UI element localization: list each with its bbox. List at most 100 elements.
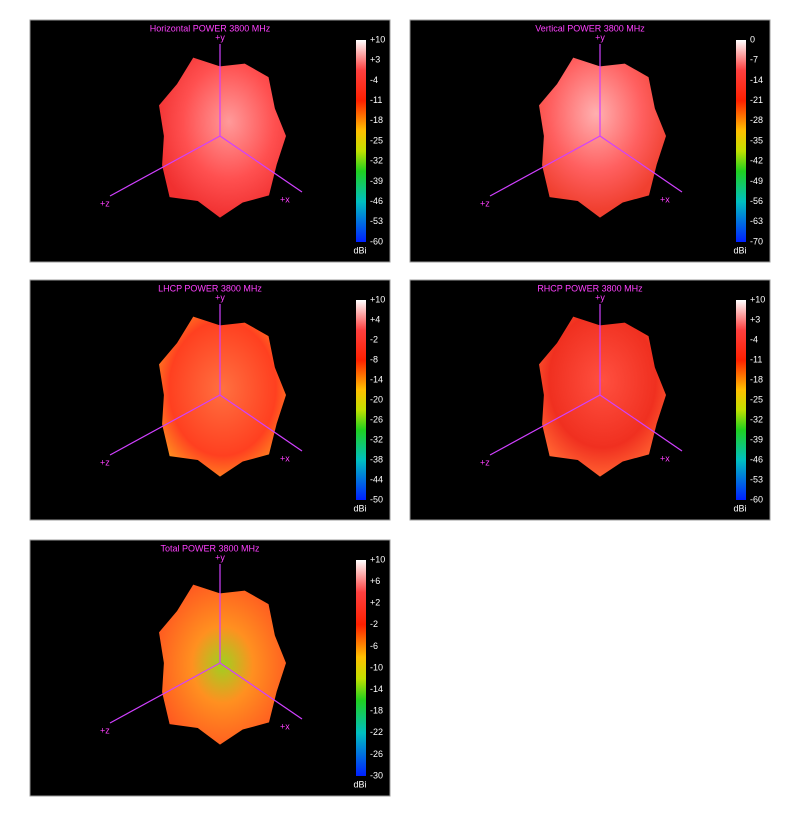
colorbar-tick-label: -14 [370, 374, 383, 384]
panel-title: LHCP POWER 3800 MHz [158, 283, 262, 293]
colorbar-tick-label: -42 [750, 156, 763, 166]
colorbar-tick-label: -60 [750, 494, 763, 504]
colorbar-tick-label: -56 [750, 196, 763, 206]
colorbar-tick-label: +10 [370, 34, 385, 44]
colorbar-tick-label: +4 [370, 314, 380, 324]
axis-z-label: +z [480, 198, 490, 208]
axis-x [219, 662, 303, 720]
colorbar-tick-label: -30 [370, 770, 383, 780]
colorbar-unit: dBi [733, 503, 746, 513]
axis-x-label: +x [660, 194, 670, 204]
colorbar-tick-label: -53 [750, 474, 763, 484]
axis-x [219, 394, 303, 452]
axis-y-label: +y [215, 292, 225, 302]
colorbar-tick-label: +10 [750, 294, 765, 304]
panel: LHCP POWER 3800 MHz+y +x +z +10 +4 -2 -8 -14 -20… [29, 279, 391, 521]
colorbar-tick-label: -49 [750, 176, 763, 186]
colorbar-tick-label: -4 [370, 75, 378, 85]
axis-y-label: +y [215, 32, 225, 42]
axis-x [599, 394, 683, 452]
axis-y-label: +y [595, 32, 605, 42]
axis-x [599, 135, 683, 193]
colorbar-tick-label: -35 [750, 135, 763, 145]
colorbar-tick-label: -50 [370, 494, 383, 504]
axis-x-label: +x [280, 453, 290, 463]
colorbar-tick-label: -38 [370, 454, 383, 464]
panel: Horizontal POWER 3800 MHz+y +x +z +10 +3 -4 -1… [29, 19, 391, 263]
axis-z-label: +z [100, 725, 110, 735]
colorbar [736, 300, 746, 500]
colorbar-tick-label: +3 [370, 55, 380, 65]
axis-z [109, 394, 221, 456]
colorbar-tick-label: -39 [370, 176, 383, 186]
colorbar-tick-label: -46 [750, 454, 763, 464]
axis-z [489, 135, 601, 197]
colorbar-tick-label: -6 [370, 641, 378, 651]
colorbar-tick-label: -32 [370, 156, 383, 166]
colorbar-tick-label: -10 [370, 662, 383, 672]
colorbar-tick-label: -32 [370, 434, 383, 444]
colorbar-tick-label: -63 [750, 216, 763, 226]
colorbar-tick-label: -2 [370, 619, 378, 629]
axis-z-label: +z [480, 457, 490, 467]
panel-title: Vertical POWER 3800 MHz [535, 23, 645, 33]
axis-x-label: +x [660, 453, 670, 463]
colorbar-tick-label: +10 [370, 294, 385, 304]
colorbar-tick-label: -46 [370, 196, 383, 206]
colorbar [356, 560, 366, 776]
colorbar-tick-label: +2 [370, 598, 380, 608]
colorbar-tick-label: -11 [370, 95, 382, 105]
colorbar [356, 300, 366, 500]
colorbar-tick-label: -11 [750, 354, 762, 364]
colorbar-tick-label: 0 [750, 34, 755, 44]
panel: Total POWER 3800 MHz+y +x +z +10 +6 +2 -2 -6 -10… [29, 539, 391, 797]
axis-y-label: +y [595, 292, 605, 302]
colorbar-tick-label: -26 [370, 414, 383, 424]
colorbar-tick-label: -26 [370, 749, 383, 759]
axis-z-label: +z [100, 198, 110, 208]
panel-title: Horizontal POWER 3800 MHz [150, 23, 271, 33]
panel-title: RHCP POWER 3800 MHz [537, 283, 643, 293]
colorbar-tick-label: -14 [370, 684, 383, 694]
colorbar [736, 40, 746, 242]
axis-z [489, 394, 601, 456]
colorbar-tick-label: -39 [750, 434, 763, 444]
colorbar-tick-label: -32 [750, 414, 763, 424]
colorbar-tick-label: +6 [370, 576, 380, 586]
panel: Vertical POWER 3800 MHz+y +x +z 0 -7 -14 -21 -2… [409, 19, 771, 263]
colorbar-tick-label: -25 [750, 394, 763, 404]
colorbar-tick-label: -44 [370, 474, 383, 484]
axis-y-label: +y [215, 552, 225, 562]
colorbar-tick-label: -7 [750, 55, 758, 65]
colorbar [356, 40, 366, 242]
colorbar-tick-label: -21 [750, 95, 763, 105]
colorbar-tick-label: -53 [370, 216, 383, 226]
colorbar-tick-label: -18 [370, 706, 383, 716]
colorbar-tick-label: -25 [370, 135, 383, 145]
axis-x [219, 135, 303, 193]
colorbar-unit: dBi [353, 503, 366, 513]
colorbar-tick-label: +3 [750, 314, 760, 324]
panel-background [409, 19, 771, 263]
colorbar-tick-label: -20 [370, 394, 383, 404]
colorbar-tick-label: -28 [750, 115, 763, 125]
colorbar-tick-label: -70 [750, 236, 763, 246]
panel: RHCP POWER 3800 MHz+y +x +z +10 +3 -4 -11 -18 -2… [409, 279, 771, 521]
colorbar-tick-label: -8 [370, 354, 378, 364]
colorbar-tick-label: -2 [370, 334, 378, 344]
axis-x-label: +x [280, 194, 290, 204]
axis-x-label: +x [280, 721, 290, 731]
colorbar-unit: dBi [733, 245, 746, 255]
colorbar-tick-label: -60 [370, 236, 383, 246]
colorbar-tick-label: -22 [370, 727, 383, 737]
colorbar-unit: dBi [353, 245, 366, 255]
axis-z [109, 662, 221, 724]
colorbar-tick-label: -18 [370, 115, 383, 125]
colorbar-tick-label: -18 [750, 374, 763, 384]
colorbar-tick-label: +10 [370, 554, 385, 564]
panel-title: Total POWER 3800 MHz [160, 543, 260, 553]
axis-z-label: +z [100, 457, 110, 467]
colorbar-tick-label: -4 [750, 334, 758, 344]
colorbar-unit: dBi [353, 779, 366, 789]
